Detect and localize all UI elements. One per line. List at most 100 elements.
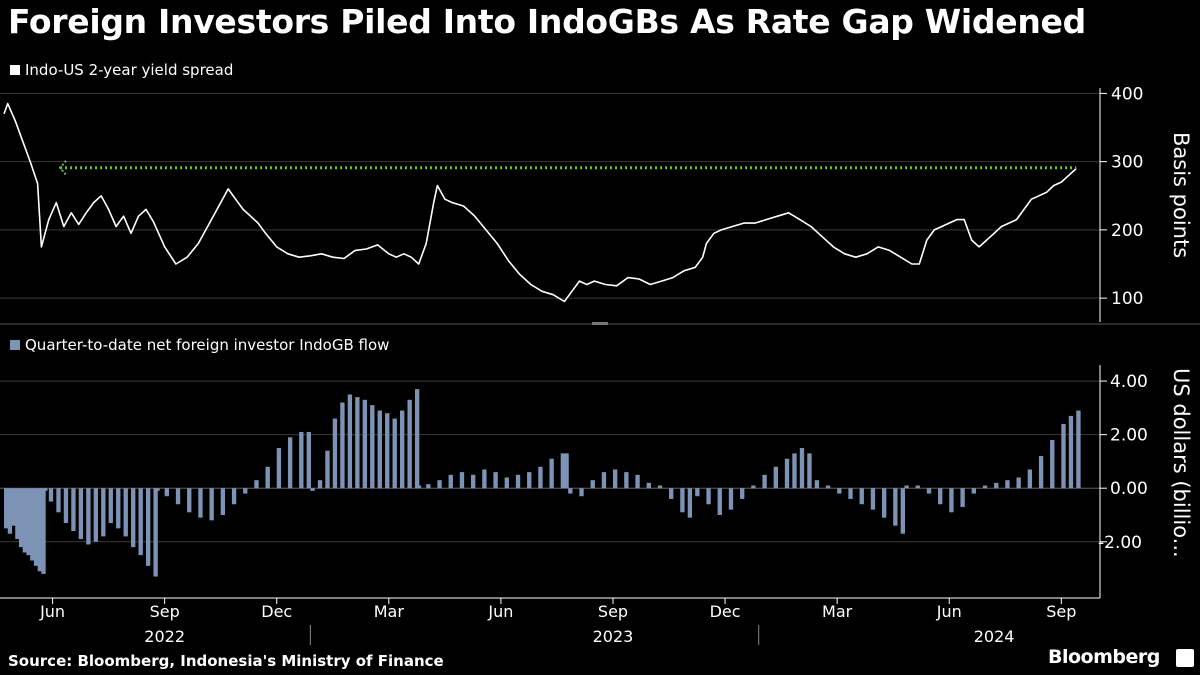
flow-bar [971,488,976,494]
x-tick-label: Sep [1046,602,1076,621]
flow-bar [687,488,693,518]
flow-bar [37,488,42,572]
flow-bar [164,488,169,497]
flow-bar [938,488,943,505]
flow-bar [187,488,192,513]
flow-bar [18,488,24,548]
flow-bar [116,488,121,529]
bloomberg-logo: Bloomberg [1048,646,1160,668]
flow-bar [646,482,651,489]
flow-bar [881,488,887,518]
flow-bar [680,488,685,513]
flow-bar [209,488,214,521]
x-tick-label: Sep [598,602,628,621]
x-year-label: 2024 [974,627,1015,646]
flow-bar [22,488,28,553]
bottom-ytick-label: 2.00 [1110,426,1148,446]
flow-bar [123,488,128,537]
flow-bar [310,488,315,491]
flow-bar [706,488,711,505]
flow-bar [549,458,554,489]
flow-bar [493,472,498,489]
flow-bar [145,488,151,566]
legend-foreign-flow-label: Quarter-to-date net foreign investor Ind… [25,336,390,354]
axes [0,88,1200,645]
x-tick-label: Jun [936,602,962,621]
flow-bar [792,453,797,489]
flow-bar [155,488,160,491]
flow-bar [657,485,663,489]
flow-bar [131,488,136,548]
flow-bar [370,405,375,489]
bloomberg-terminal-icon [1176,649,1194,667]
flow-bar [504,477,509,489]
tick-labels: 100 200 300 400 4.00 2.00 0.00 -2.00 Jun Sep Dec Ma… [39,84,1148,646]
flow-bar [426,484,431,489]
flow-bar [414,389,420,489]
flow-bar [848,488,853,499]
flow-bar [564,453,569,489]
flow-bars [4,389,1081,577]
flow-bar [837,488,842,494]
x-year-label: 2023 [593,627,634,646]
flow-bar [773,466,778,489]
flow-bar [471,474,476,489]
legend-yield-spread: Indo-US 2-year yield spread [10,61,233,79]
flow-bar [527,472,532,489]
flow-bar [377,410,382,489]
flow-bar [254,480,259,489]
top-ytick-label: 400 [1111,84,1143,104]
flow-bar [728,488,734,510]
flow-bar [41,488,46,574]
flow-bar [325,450,330,489]
flow-bar [807,453,812,489]
flow-bar [355,397,360,489]
flow-bar [1038,456,1044,489]
reference-line-layer [58,160,1077,176]
flow-bar [43,488,48,491]
flow-bar [400,410,405,489]
flow-bar [926,488,932,494]
flow-bar [11,488,16,526]
flow-bar [220,488,226,515]
flow-bar [669,488,674,499]
x-tick-label: Sep [150,602,180,621]
flow-bar [624,472,629,489]
legend-yield-spread-label: Indo-US 2-year yield spread [25,61,234,79]
x-tick-label: Jun [487,602,513,621]
flow-bar [904,485,909,489]
flow-bar [108,488,113,524]
flow-bar [276,448,282,489]
x-tick-label: Jun [39,602,65,621]
panel-resize-handle [592,322,608,325]
flow-bar [153,488,158,577]
legend-foreign-flow: Quarter-to-date net foreign investor Ind… [10,336,389,354]
top-ytick-label: 300 [1111,153,1143,173]
flow-bar [960,488,965,507]
x-year-label: 2022 [144,627,185,646]
x-tick-label: Mar [822,602,853,621]
flow-bar [568,488,573,494]
flow-bar [15,488,20,540]
flow-bar [243,488,248,494]
flow-bar [231,488,237,505]
chart-title: Foreign Investors Piled Into IndoGBs As … [8,2,1086,41]
flow-bar [538,466,543,489]
flow-bar [86,488,91,545]
flow-bar [101,488,106,537]
flow-bar [265,466,270,489]
flow-bar [48,488,54,502]
flow-bar [1068,415,1074,489]
flow-bar [717,488,722,515]
flow-bar [590,480,595,489]
flow-bar [751,485,756,489]
flow-bar [799,448,805,489]
flow-bar [138,488,143,556]
flow-bar [601,472,607,489]
flow-bar [332,418,338,489]
flow-bar [63,488,69,524]
x-tick-label: Dec [710,602,741,621]
flow-bar [448,474,453,489]
yield-spread-line-layer [3,102,1077,303]
